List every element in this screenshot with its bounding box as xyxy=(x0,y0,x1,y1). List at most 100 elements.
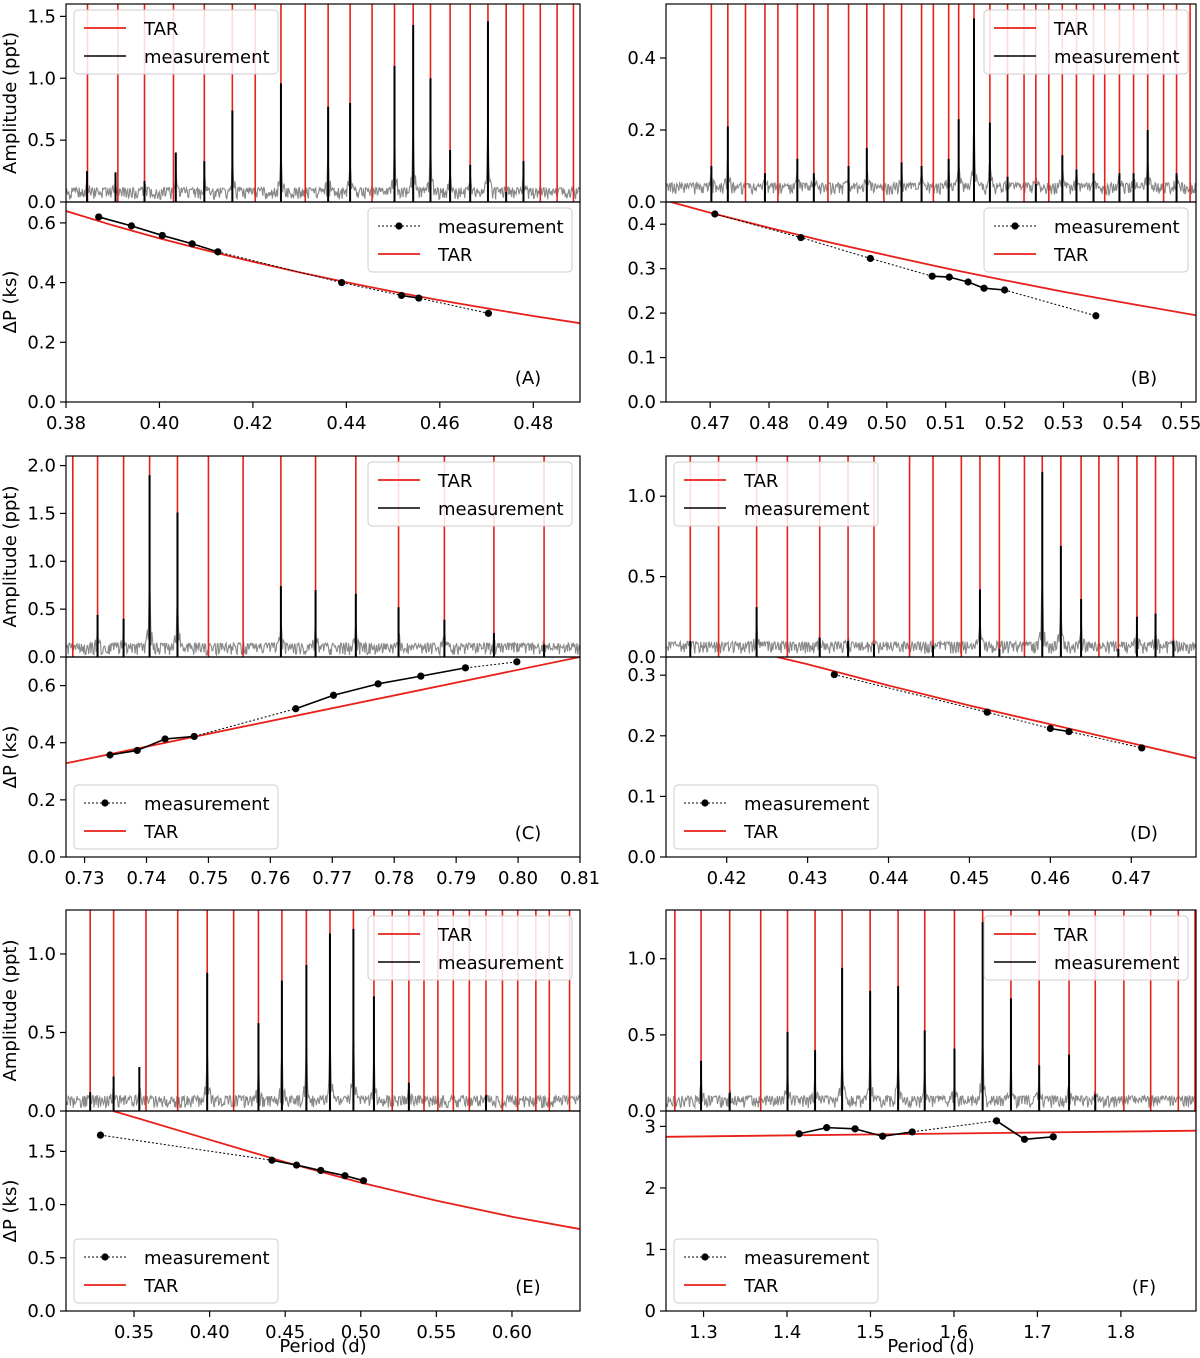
measurement-point xyxy=(980,284,988,292)
panel-label: (D) xyxy=(1130,823,1158,844)
x-axis-label: Period (d) xyxy=(887,1336,974,1357)
legend-tar-label: TAR xyxy=(743,822,778,843)
legend-box xyxy=(983,207,1189,273)
y-tick-label: 1.0 xyxy=(627,486,656,507)
y-tick-label: 0.0 xyxy=(627,847,656,868)
legend-measurement-label: measurement xyxy=(438,217,564,238)
measurement-point xyxy=(415,294,423,302)
panel-c: 0.0 0.5 1.0 1.5 2.0 0.0 0.2 0.4 0.6 0.73 0.74 0.75 0… xyxy=(0,455,600,889)
measurement-point xyxy=(797,233,805,242)
measurement-point xyxy=(851,1125,859,1133)
amplitude-axis-label: Amplitude (ppt) xyxy=(0,486,21,628)
y-tick-label: 0.5 xyxy=(27,1022,56,1043)
amplitude-legend: TAR measurement xyxy=(367,461,573,527)
spacing-frame xyxy=(65,201,581,403)
legend-measurement-label: measurement xyxy=(144,47,270,68)
y-tick-label: 3 xyxy=(645,1116,656,1137)
y-tick-label: 0.2 xyxy=(27,790,56,811)
spacing-frame xyxy=(665,201,1197,403)
measurement-point xyxy=(513,658,521,666)
amplitude-legend: TAR measurement xyxy=(367,915,573,981)
legend-measurement-label: measurement xyxy=(1054,47,1180,68)
x-tick-label: 0.78 xyxy=(374,868,414,889)
measurement-point xyxy=(214,248,222,256)
x-tick-label: 0.55 xyxy=(1161,413,1200,434)
panel-label: (B) xyxy=(1131,368,1157,389)
y-tick-label: 0.4 xyxy=(627,214,656,235)
measurement-point xyxy=(1138,744,1146,752)
y-tick-label: 2.0 xyxy=(27,456,56,477)
legend-tar-label: TAR xyxy=(1053,19,1088,40)
spacing-plot xyxy=(96,1111,580,1230)
spacing-frame xyxy=(65,1110,581,1312)
y-tick-label: 2 xyxy=(645,1178,656,1199)
x-tick-label: 0.52 xyxy=(985,413,1025,434)
measurement-segment xyxy=(882,1131,913,1138)
measurement-point xyxy=(461,664,470,672)
x-tick-label: 0.44 xyxy=(868,868,908,889)
y-tick-label: 0.2 xyxy=(627,726,656,747)
legend-measurement-marker xyxy=(101,1253,109,1261)
legend-measurement-marker xyxy=(1011,222,1019,230)
y-tick-label: 0.0 xyxy=(27,192,56,213)
legend-measurement-marker xyxy=(701,799,709,807)
y-tick-label: 0.0 xyxy=(27,847,56,868)
x-tick-label: 0.79 xyxy=(436,868,476,889)
measurement-point xyxy=(1020,1135,1029,1143)
legend-box xyxy=(983,915,1189,981)
legend-measurement-label: measurement xyxy=(438,499,564,520)
spacing-frame xyxy=(65,656,581,858)
legend-tar-label: TAR xyxy=(743,471,778,492)
y-tick-label: 0.2 xyxy=(627,303,656,324)
y-tick-label: 0.4 xyxy=(627,48,656,69)
measurement-point xyxy=(1092,312,1100,320)
legend-box xyxy=(673,461,879,527)
y-tick-label: 0.3 xyxy=(627,259,656,280)
measurement-segment xyxy=(1024,1136,1054,1141)
x-tick-label: 1.8 xyxy=(1107,1322,1136,1343)
x-tick-label: 0.49 xyxy=(808,413,848,434)
panel-label: (F) xyxy=(1132,1277,1156,1298)
legend-box xyxy=(673,784,879,850)
measurement-segment xyxy=(136,738,166,752)
x-tick-label: 0.74 xyxy=(126,868,166,889)
spacing-legend: measurement TAR xyxy=(983,207,1189,273)
measurement-segment xyxy=(295,694,334,710)
spacing-axis-label: ΔP (ks) xyxy=(0,271,21,334)
legend-measurement-marker xyxy=(395,222,403,230)
measurement-point xyxy=(878,1132,887,1140)
y-tick-label: 0.1 xyxy=(627,348,656,369)
x-tick-label: 1.7 xyxy=(1023,1322,1052,1343)
x-tick-label: 0.47 xyxy=(1111,868,1151,889)
measurement-point xyxy=(359,1177,368,1185)
x-tick-label: 0.48 xyxy=(513,413,553,434)
measurement-point xyxy=(928,272,936,280)
x-tick-label: 0.77 xyxy=(312,868,352,889)
x-tick-label: 0.50 xyxy=(867,413,907,434)
x-tick-label: 0.38 xyxy=(46,413,86,434)
tar-spacing-line xyxy=(66,657,580,765)
measurement-point xyxy=(95,213,103,221)
y-tick-label: 0.2 xyxy=(27,332,56,353)
legend-tar-label: TAR xyxy=(437,245,472,266)
amplitude-axis-label: Amplitude (ppt) xyxy=(0,32,21,174)
y-tick-label: 1.0 xyxy=(627,949,656,970)
periodogram-background xyxy=(66,581,580,657)
measurement-point xyxy=(268,1156,276,1164)
x-tick-label: 0.42 xyxy=(233,413,273,434)
measurement-segment xyxy=(271,1159,297,1166)
measurement-point xyxy=(983,708,991,716)
legend-tar-label: TAR xyxy=(1053,925,1088,946)
panel-e: 0.0 0.5 1.0 0.0 0.5 1.0 1.5 0.35 0.40 0.45 0.50 0.5… xyxy=(0,909,581,1357)
y-tick-label: 0.6 xyxy=(27,213,56,234)
x-tick-label: 0.55 xyxy=(416,1322,456,1343)
tar-spacing-line xyxy=(112,1111,580,1230)
legend-measurement-label: measurement xyxy=(744,499,870,520)
x-tick-label: 1.4 xyxy=(773,1322,802,1343)
amplitude-legend: TAR measurement xyxy=(983,9,1189,75)
legend-measurement-label: measurement xyxy=(744,794,870,815)
measurement-point xyxy=(338,278,346,287)
legend-box xyxy=(367,915,573,981)
measurement-point xyxy=(188,240,196,248)
